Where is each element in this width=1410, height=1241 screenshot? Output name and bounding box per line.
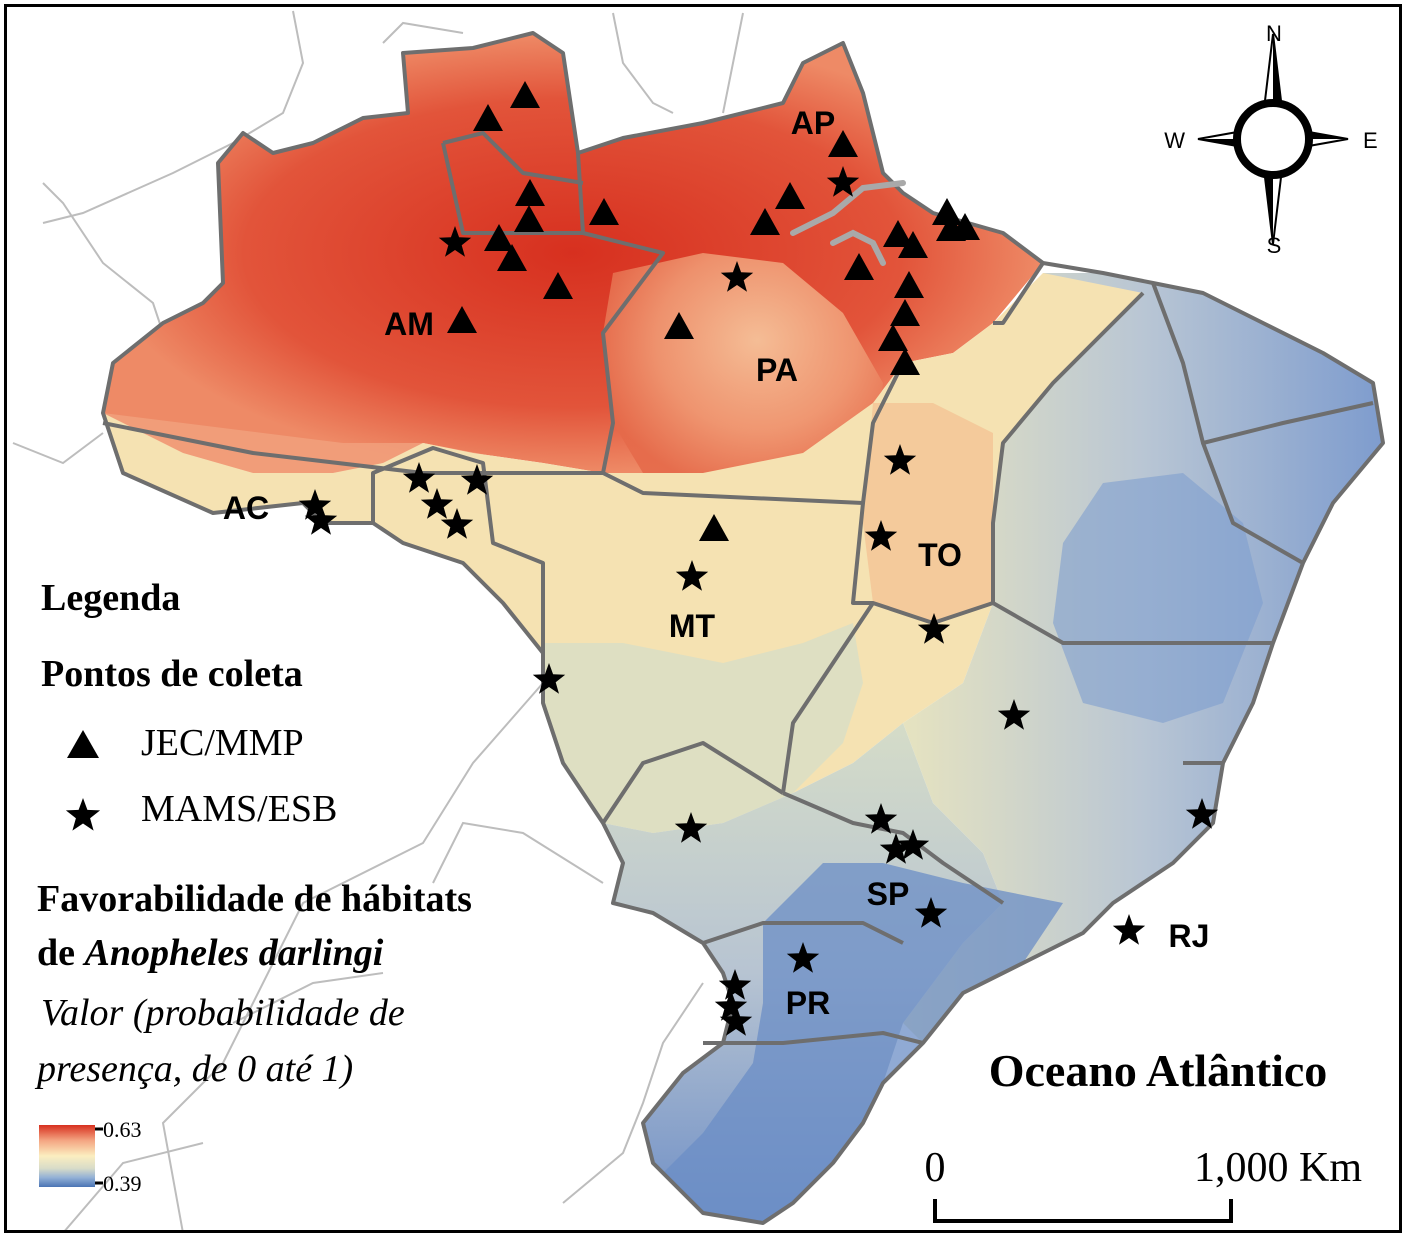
collection-point-triangle: [750, 208, 780, 235]
collection-point-triangle: [589, 198, 619, 225]
region-east-core: [1053, 473, 1263, 723]
legend-habitat-title-line1: Favorabilidade de hábitats: [37, 878, 472, 920]
collection-point-triangle: [497, 244, 527, 271]
legend-value-line1: Valor (probabilidade de: [41, 992, 405, 1034]
collection-point-star: [786, 942, 820, 973]
state-label-ac: AC: [223, 490, 269, 526]
compass-west: W: [1164, 128, 1185, 153]
state-label-pa: PA: [756, 352, 798, 388]
collection-point-star: [826, 166, 860, 197]
collection-point-triangle: [664, 312, 694, 339]
collection-point-triangle: [484, 224, 514, 251]
map-canvas: N S E W AP AM PA AC TO MT SP RJ PR Legen…: [12, 10, 1385, 1230]
collection-point-triangle: [775, 182, 805, 209]
legend-habitat-species: Anopheles darlingi: [83, 932, 384, 974]
compass-east: E: [1363, 128, 1378, 153]
collection-point-star: [304, 504, 338, 535]
legend-star-label: MAMS/ESB: [141, 788, 337, 830]
collection-point-star: [914, 897, 948, 928]
collection-point-star: [714, 990, 748, 1021]
collection-point-triangle: [699, 514, 729, 541]
collection-point-triangle: [447, 306, 477, 333]
collection-point-star: [460, 464, 494, 495]
collection-point-triangle: [510, 81, 540, 108]
collection-point-star: [720, 261, 754, 292]
legend-title: Legenda: [41, 577, 180, 619]
collection-point-triangle: [890, 348, 920, 375]
legend-star-shape: [65, 798, 101, 831]
legend-star-icon: [65, 798, 101, 831]
collection-point-star: [438, 226, 472, 257]
collection-point-triangle: [543, 272, 573, 299]
collection-point-star: [1112, 914, 1146, 945]
collection-point-triangle: [878, 324, 908, 351]
collection-point-triangle: [932, 198, 962, 225]
scale-start-label: 0: [925, 1145, 946, 1191]
collection-point-star: [997, 699, 1031, 730]
ocean-label: Oceano Atlântico: [989, 1045, 1328, 1096]
collection-point-star: [883, 444, 917, 475]
collection-point-triangle: [514, 205, 544, 232]
state-label-sp: SP: [867, 876, 910, 912]
collection-point-triangle: [898, 231, 928, 258]
amazon-rivers: [790, 180, 906, 266]
legend-habitat-title-line2: de Anopheles darlingi: [37, 932, 384, 974]
legend-value-line2: presença, de 0 até 1): [34, 1048, 353, 1090]
legend-color-ramp: [39, 1125, 95, 1187]
collection-point-star: [917, 613, 951, 644]
collection-point-star: [879, 833, 913, 864]
collection-point-star: [298, 489, 332, 520]
collection-point-triangle: [828, 130, 858, 157]
collection-point-triangle: [515, 179, 545, 206]
collection-point-triangle: [883, 220, 913, 247]
state-label-pr: PR: [786, 985, 830, 1021]
collection-point-star: [440, 508, 474, 539]
collection-point-star: [420, 488, 454, 519]
collection-point-star: [896, 829, 930, 860]
collection-point-triangle: [890, 299, 920, 326]
collection-point-star: [1185, 798, 1219, 829]
legend-ramp-min: 0.39: [103, 1171, 142, 1196]
compass-rose-icon: [1197, 33, 1349, 245]
map-frame: N S E W AP AM PA AC TO MT SP RJ PR Legen…: [4, 4, 1402, 1233]
legend-triangle-label: JEC/MMP: [141, 722, 304, 764]
state-label-ap: AP: [791, 105, 835, 141]
collection-point-triangle: [936, 214, 966, 241]
collection-point-star: [864, 520, 898, 551]
collection-point-star: [675, 560, 709, 591]
collection-point-triangle: [894, 271, 924, 298]
collection-point-triangle: [473, 104, 503, 131]
neighbor-borders: [12, 10, 744, 1230]
state-label-am: AM: [384, 306, 434, 342]
collection-point-star: [532, 663, 566, 694]
legend: Legenda Pontos de coleta JEC/MMP MAMS/ES…: [34, 577, 472, 1196]
state-label-rj: RJ: [1169, 918, 1210, 954]
region-to-warm: [863, 403, 993, 623]
legend-triangle-icon: [67, 730, 99, 758]
scale-end-label: 1,000 Km: [1194, 1145, 1362, 1191]
collection-point-star: [674, 812, 708, 843]
collection-point-star: [864, 803, 898, 834]
region-para-center: [603, 253, 883, 503]
legend-habitat-prefix: de: [37, 932, 75, 974]
compass-south: S: [1267, 233, 1282, 258]
collection-point-star: [719, 1005, 753, 1036]
state-label-to: TO: [918, 537, 962, 573]
collection-point-triangle: [844, 253, 874, 280]
region-south-core: [663, 863, 1063, 1223]
collection-point-star: [402, 462, 436, 493]
brazil-landmass: [103, 33, 1383, 1223]
collection-points: [298, 81, 1219, 1036]
legend-ramp-max: 0.63: [103, 1117, 142, 1142]
state-label-mt: MT: [669, 608, 716, 644]
compass-north: N: [1266, 21, 1282, 46]
state-borders: [101, 31, 1385, 1225]
state-labels: AP AM PA AC TO MT SP RJ PR: [223, 105, 1210, 1021]
collection-point-star: [718, 969, 752, 1000]
legend-points-title: Pontos de coleta: [41, 653, 303, 695]
scale-bar: 0 1,000 Km: [925, 1145, 1362, 1223]
